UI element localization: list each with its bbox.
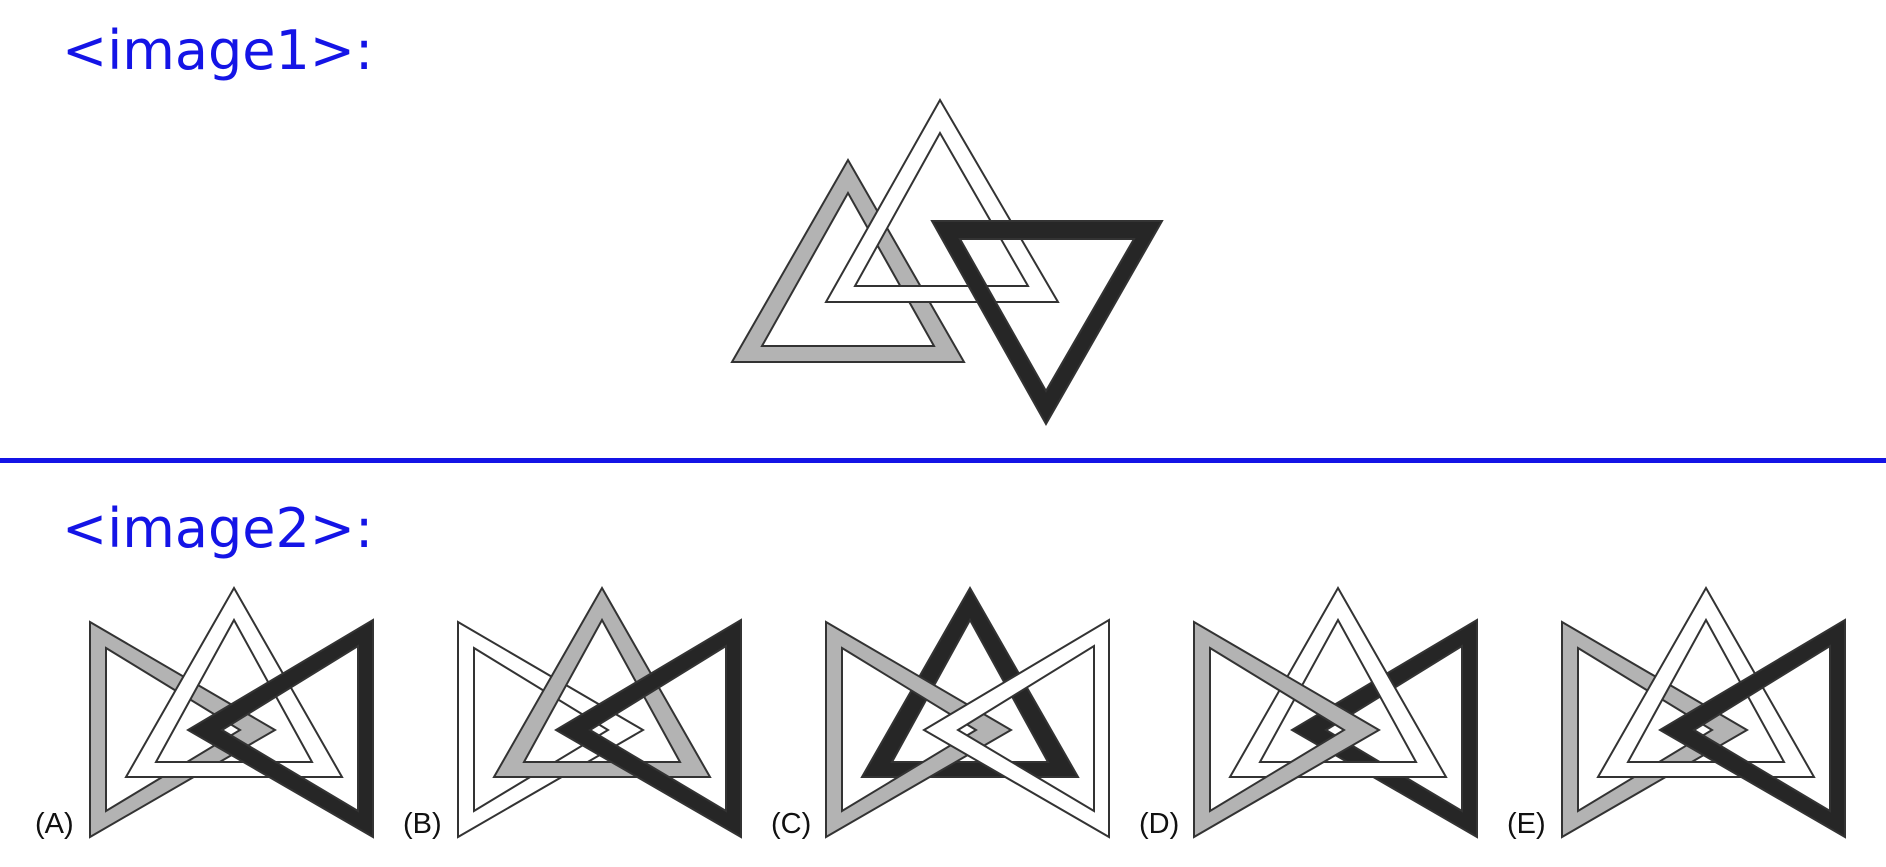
dark-triangle (930, 220, 1164, 427)
dark-bowtie-shape (186, 618, 374, 839)
gray-bowtie-shape (1193, 620, 1381, 839)
option-b-label: (B) (403, 808, 442, 840)
option-d-figure[interactable] (1184, 582, 1484, 844)
dark-bowtie-shape (1658, 618, 1846, 839)
gray-bowtie-shape (1561, 620, 1749, 839)
option-c-figure[interactable] (816, 582, 1116, 844)
option-b-figure[interactable] (448, 582, 748, 844)
white-bowtie-shape (457, 620, 645, 839)
white-triangle (824, 97, 1060, 303)
question-figure (730, 97, 1164, 427)
gray-triangle (730, 157, 966, 363)
option-d-label: (D) (1139, 808, 1180, 840)
option-e-label: (E) (1507, 808, 1546, 840)
gray-bowtie-shape (89, 620, 277, 839)
white-bowtie-shape (922, 618, 1110, 839)
image1-heading: <image1>: (62, 19, 374, 82)
image2-heading: <image2>: (62, 497, 374, 560)
option-a-label: (A) (35, 808, 74, 840)
gray-bowtie-shape (825, 620, 1013, 839)
dark-bowtie-shape (554, 618, 742, 839)
option-a-figure[interactable] (80, 582, 380, 844)
option-c-label: (C) (771, 808, 812, 840)
option-e-figure[interactable] (1552, 582, 1852, 844)
section-divider (0, 458, 1886, 463)
